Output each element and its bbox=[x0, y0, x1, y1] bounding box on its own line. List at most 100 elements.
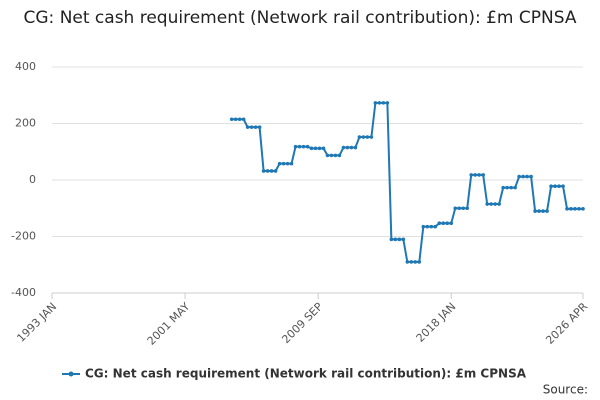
series-line bbox=[231, 101, 583, 263]
point bbox=[577, 207, 581, 211]
point bbox=[233, 117, 238, 122]
point bbox=[269, 169, 274, 173]
point bbox=[273, 169, 278, 173]
point bbox=[581, 207, 585, 211]
point bbox=[329, 153, 334, 158]
point bbox=[493, 202, 497, 206]
point bbox=[377, 101, 382, 105]
point bbox=[529, 174, 533, 179]
point bbox=[425, 224, 430, 229]
point bbox=[345, 145, 350, 150]
point bbox=[265, 169, 270, 173]
point bbox=[337, 153, 342, 158]
point bbox=[401, 237, 406, 242]
point bbox=[545, 209, 549, 213]
point bbox=[257, 125, 262, 129]
y-tick-label: 200 bbox=[15, 117, 36, 130]
point bbox=[349, 145, 354, 150]
point bbox=[561, 184, 565, 189]
point bbox=[417, 260, 422, 264]
point bbox=[305, 144, 310, 149]
legend-label: CG: Net cash requirement (Network rail c… bbox=[85, 367, 527, 381]
point bbox=[421, 224, 426, 229]
point bbox=[341, 145, 346, 150]
point bbox=[457, 206, 462, 211]
point bbox=[325, 153, 330, 158]
point bbox=[253, 125, 258, 129]
point bbox=[297, 144, 302, 149]
source: Source: bbox=[543, 383, 588, 397]
x-tick-label: 1993 JAN bbox=[14, 300, 59, 345]
point bbox=[393, 237, 398, 242]
point bbox=[281, 161, 286, 166]
point bbox=[485, 202, 489, 206]
point bbox=[433, 224, 438, 229]
point bbox=[549, 184, 553, 189]
point bbox=[249, 125, 254, 129]
y-tick-label: 400 bbox=[15, 60, 36, 73]
point bbox=[389, 237, 394, 242]
point bbox=[537, 209, 541, 213]
point bbox=[317, 146, 322, 151]
point bbox=[237, 117, 242, 122]
point bbox=[473, 173, 478, 177]
point bbox=[405, 260, 410, 264]
point bbox=[569, 207, 573, 211]
point bbox=[429, 224, 434, 229]
point bbox=[533, 209, 537, 213]
point bbox=[557, 184, 561, 189]
legend-marker bbox=[68, 371, 74, 377]
x-tick-label: 2018 JAN bbox=[414, 300, 459, 345]
point bbox=[445, 221, 450, 226]
point bbox=[513, 185, 517, 190]
point bbox=[333, 153, 338, 158]
point bbox=[509, 185, 513, 190]
point bbox=[481, 173, 485, 177]
point bbox=[321, 146, 326, 151]
point bbox=[553, 184, 557, 189]
point bbox=[229, 117, 234, 122]
point bbox=[261, 169, 266, 173]
point bbox=[573, 207, 577, 211]
point bbox=[241, 117, 246, 122]
point bbox=[497, 202, 501, 206]
point bbox=[285, 161, 290, 166]
point bbox=[489, 202, 493, 206]
point bbox=[541, 209, 545, 213]
point bbox=[413, 260, 418, 264]
point bbox=[293, 144, 298, 149]
point bbox=[365, 135, 370, 139]
point bbox=[409, 260, 414, 264]
point bbox=[465, 206, 470, 211]
chart-title: CG: Net cash requirement (Network rail c… bbox=[23, 8, 577, 28]
point bbox=[369, 135, 374, 139]
point bbox=[505, 185, 509, 190]
point bbox=[525, 174, 529, 179]
point bbox=[301, 144, 306, 149]
point bbox=[501, 185, 505, 190]
point bbox=[397, 237, 402, 242]
point bbox=[277, 161, 282, 166]
point bbox=[521, 174, 525, 179]
point bbox=[309, 146, 314, 151]
point bbox=[373, 101, 378, 105]
point bbox=[461, 206, 466, 211]
x-tick-label: 2001 MAY bbox=[145, 300, 193, 348]
x-tick-label: 2009 SEP bbox=[279, 300, 325, 346]
point bbox=[453, 206, 458, 211]
x-tick-label: 2026 APR bbox=[543, 300, 590, 347]
point bbox=[357, 135, 362, 139]
point bbox=[385, 101, 390, 105]
point bbox=[313, 146, 318, 151]
y-tick-label: -400 bbox=[11, 286, 36, 299]
point bbox=[353, 145, 358, 150]
point bbox=[245, 125, 250, 129]
point bbox=[381, 101, 386, 105]
legend: CG: Net cash requirement (Network rail c… bbox=[62, 367, 527, 381]
point bbox=[517, 174, 521, 179]
point bbox=[361, 135, 366, 139]
point bbox=[441, 221, 446, 226]
point bbox=[449, 221, 454, 226]
point bbox=[469, 173, 474, 177]
